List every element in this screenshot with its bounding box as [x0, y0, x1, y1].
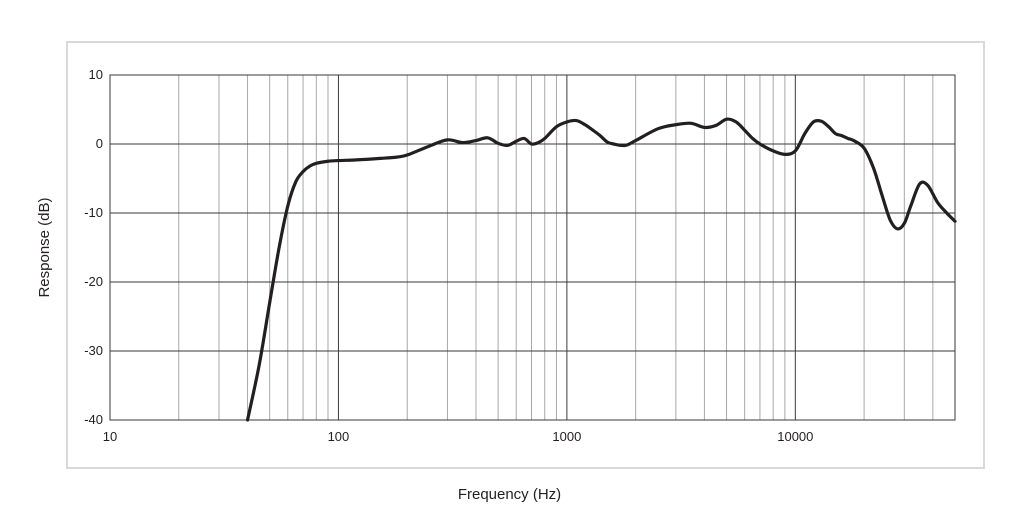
x-axis-title: Frequency (Hz) — [457, 486, 562, 503]
x-tick-label: 100 — [328, 429, 350, 444]
x-tick-label: 10 — [103, 429, 117, 444]
y-tick-label: -40 — [84, 412, 103, 427]
x-tick-label: 1000 — [552, 429, 581, 444]
response-curve — [245, 117, 957, 422]
y-tick-label: -10 — [84, 205, 103, 220]
y-tick-label: 0 — [96, 136, 103, 151]
y-axis-title: Response (dB) — [36, 197, 53, 297]
y-tick-label: -30 — [84, 343, 103, 358]
x-tick-label: 10000 — [777, 429, 813, 444]
plot-border — [109, 74, 956, 421]
y-tick-label: 10 — [89, 67, 103, 82]
y-tick-label: -20 — [84, 274, 103, 289]
